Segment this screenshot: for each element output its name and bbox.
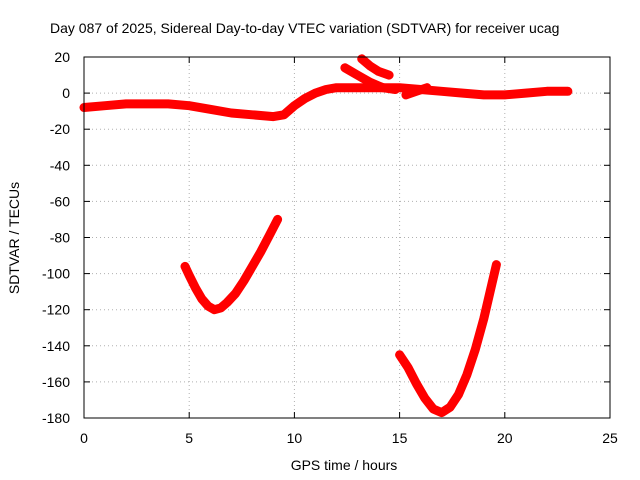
y-tick-label: 20 [54, 49, 70, 65]
x-tick-label: 20 [497, 430, 513, 446]
x-tick-labels: 0 5 10 15 20 25 [80, 430, 618, 446]
x-tick-label: 15 [392, 430, 408, 446]
x-tick-label: 10 [287, 430, 303, 446]
y-tick-label: 0 [62, 85, 70, 101]
series-sdtvar-main-band [84, 88, 568, 117]
y-tick-label: -20 [50, 121, 70, 137]
y-tick-label: -40 [50, 157, 70, 173]
series-sdtvar-arc-2 [400, 265, 497, 413]
x-tick-label: 25 [602, 430, 618, 446]
y-tick-label: -160 [42, 374, 70, 390]
y-tick-label: -120 [42, 302, 70, 318]
axis-ticks [84, 57, 610, 418]
y-tick-label: -100 [42, 266, 70, 282]
chart-title: Day 087 of 2025, Sidereal Day-to-day VTE… [50, 20, 559, 36]
grid-lines [84, 57, 610, 418]
series-sdtvar-spur-upper [362, 59, 389, 75]
y-tick-labels: 20 0 -20 -40 -60 -80 -100 -120 -140 -160 -180 [42, 49, 70, 426]
y-tick-label: -80 [50, 230, 70, 246]
data-series [84, 59, 568, 413]
x-axis-label: GPS time / hours [291, 457, 398, 473]
series-sdtvar-arc-1 [185, 219, 278, 309]
y-tick-label: -60 [50, 193, 70, 209]
plot-frame [84, 57, 610, 418]
y-axis-label: SDTVAR / TECUs [6, 182, 22, 294]
x-tick-label: 0 [80, 430, 88, 446]
vtec-chart: Day 087 of 2025, Sidereal Day-to-day VTE… [0, 0, 640, 480]
y-tick-label: -180 [42, 410, 70, 426]
x-tick-label: 5 [185, 430, 193, 446]
y-tick-label: -140 [42, 338, 70, 354]
